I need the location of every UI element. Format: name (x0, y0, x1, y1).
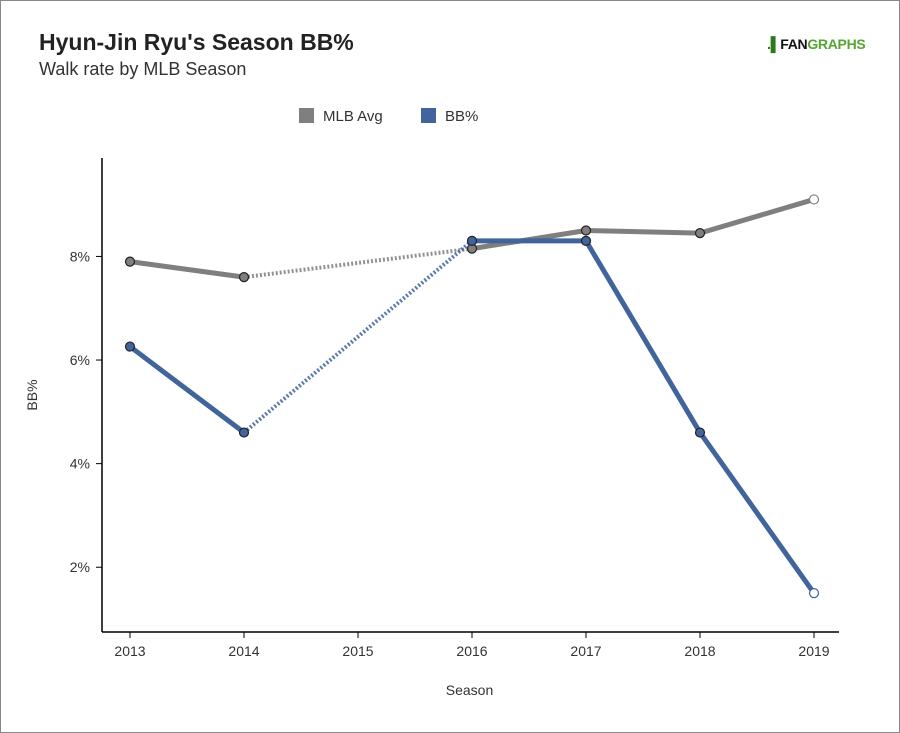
y-tick-label: 4% (70, 456, 90, 472)
series-0-segment (243, 246, 473, 280)
series-1-point (124, 341, 136, 352)
x-tick-label: 2018 (684, 643, 715, 659)
series-0-segment (129, 259, 245, 280)
series-0-point (808, 194, 820, 205)
series-1-point (694, 427, 706, 438)
series-1-point (238, 427, 250, 438)
x-tick-label: 2016 (456, 643, 487, 659)
series-0-point (238, 272, 250, 283)
legend-label: MLB Avg (323, 108, 383, 125)
series-0-segment (585, 228, 701, 236)
series-1-segment (128, 344, 246, 435)
legend-swatch-0 (299, 108, 314, 123)
x-tick-label: 2015 (342, 643, 373, 659)
x-tick-label: 2017 (570, 643, 601, 659)
chart-title: Hyun-Jin Ryu's Season BB% (39, 29, 354, 55)
fangraphs-logo: .▌FANGRAPHS (767, 36, 866, 52)
y-tick-label: 8% (70, 248, 90, 264)
series-1-point (808, 588, 820, 599)
legend-swatch-1 (421, 108, 436, 123)
x-axis-label: Season (446, 682, 493, 698)
series-1-segment (242, 239, 474, 435)
y-tick-label: 6% (70, 352, 90, 368)
series-1-point (466, 235, 478, 246)
x-tick-label: 2019 (798, 643, 829, 659)
x-tick-label: 2013 (114, 643, 145, 659)
chart-subtitle: Walk rate by MLB Season (39, 59, 247, 79)
series-0-segment (699, 197, 815, 236)
series-0-point (580, 225, 592, 236)
series-1-segment (583, 239, 703, 434)
legend-label: BB% (445, 108, 478, 125)
series-0-point (694, 228, 706, 239)
series-1-point (580, 235, 592, 246)
x-tick-label: 2014 (228, 643, 259, 659)
y-axis-label: BB% (24, 379, 40, 410)
y-tick-label: 2% (70, 559, 90, 575)
series-1-segment (697, 431, 817, 595)
series-0-point (124, 256, 136, 267)
